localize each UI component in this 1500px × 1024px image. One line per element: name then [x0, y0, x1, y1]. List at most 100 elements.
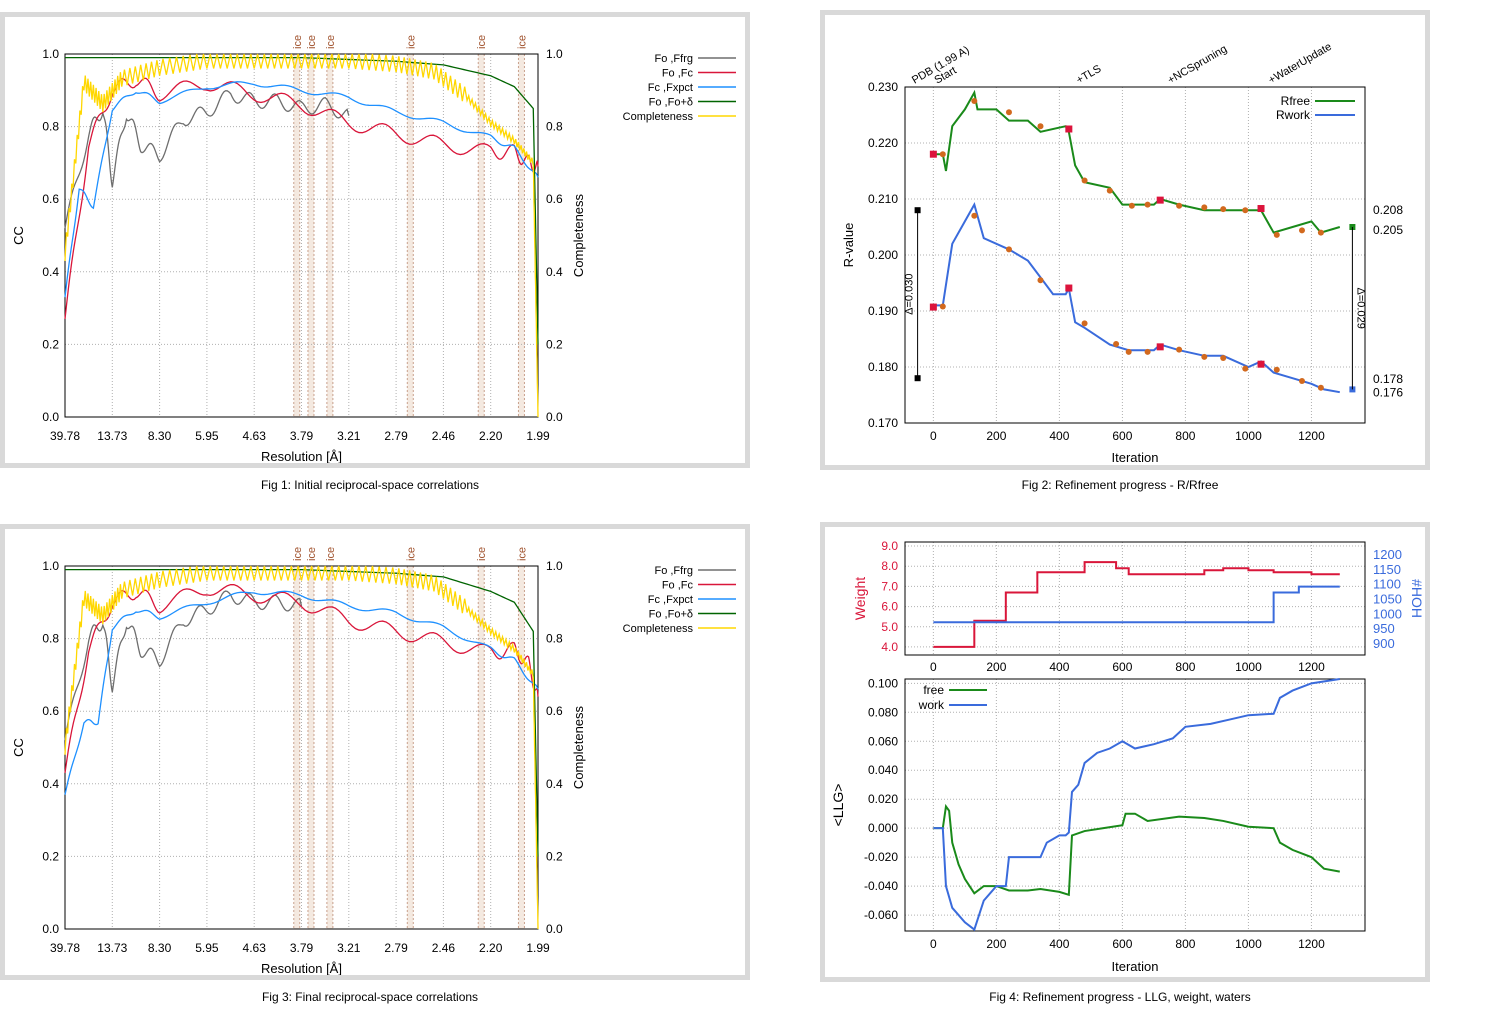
legend-label: Fo ,Ffrg: [654, 53, 693, 65]
series-line-hoh: [933, 585, 1340, 624]
x-tick-label: 800: [1175, 660, 1195, 674]
series-line-rwork: [933, 202, 1340, 394]
x-tick-label: 4.63: [243, 429, 267, 443]
y2-tick-label: 0.4: [546, 265, 563, 279]
x-tick-label: 2.46: [432, 941, 456, 955]
x-tick-label: 3.79: [290, 429, 314, 443]
ice-label: ice: [325, 35, 337, 49]
x-tick-label: 1000: [1235, 660, 1262, 674]
x-tick-label: 1200: [1298, 937, 1325, 951]
y-tick-label: 0.8: [42, 632, 59, 646]
y2-tick-label: 0.8: [546, 120, 563, 134]
y2-tick-label: 1050: [1373, 592, 1402, 607]
marker-point: [1257, 205, 1265, 213]
marker-point: [1176, 202, 1183, 209]
llg-axis-label: <LLG>: [830, 784, 846, 827]
y2-tick-label: 950: [1373, 621, 1395, 636]
ice-band: [478, 566, 485, 929]
fig4-chart: 0 200 400 600 800 1000 1200 4.0 5.0 6.0 7.0 8.0 9.0 9…: [830, 539, 1425, 974]
x-tick-label: 5.95: [195, 941, 219, 955]
y2-tick-label: 0.8: [546, 632, 563, 646]
legend-label: work: [918, 698, 945, 712]
x-axis-label: Iteration: [1112, 450, 1159, 465]
y-tick-label: 0.170: [868, 416, 898, 430]
y-tick-label: 0.6: [42, 192, 59, 206]
y2-tick-label: 0.6: [546, 704, 563, 718]
y-tick-label: 1.0: [42, 47, 59, 61]
y-tick-label: 0.210: [868, 192, 898, 206]
legend-label: Rwork: [1276, 108, 1311, 122]
x-tick-label: 2.79: [384, 429, 408, 443]
annotation-label: +TLS: [1074, 63, 1103, 87]
y-tick-label: 0.4: [42, 777, 59, 791]
y-tick-label: 0.8: [42, 120, 59, 134]
fig2-caption: Fig 2: Refinement progress - R/Rfree: [1021, 478, 1219, 492]
ice-label: ice: [292, 35, 304, 49]
legend-label: Fo ,Ffrg: [654, 565, 693, 577]
marker-point: [1113, 341, 1120, 348]
marker-point: [1005, 246, 1012, 253]
x-tick-label: 1200: [1298, 429, 1325, 443]
fig2-chart: 0 200 400 600 800 1000 1200 0.170 0.180 0.190 0.20…: [841, 41, 1403, 465]
marker-point: [939, 303, 946, 310]
right-value-label: 0.178: [1373, 372, 1403, 386]
marker-point: [1081, 320, 1088, 327]
x-tick-label: 13.73: [97, 429, 127, 443]
y-tick-label: 0.100: [868, 676, 898, 690]
ice-label: ice: [306, 547, 318, 561]
figure-1-panel: ice ice ice ice ice ice 39.78 13.73 8.30 5.95 4.63…: [0, 12, 750, 468]
ice-band: [518, 566, 525, 929]
y2-tick-label: 0.6: [546, 192, 563, 206]
x-tick-label: 39.78: [50, 941, 80, 955]
y-tick-label: 5.0: [881, 620, 898, 634]
x-tick-label: 2.20: [479, 941, 503, 955]
ice-band: [407, 54, 414, 417]
marker-point: [1273, 231, 1280, 238]
series-line-free: [933, 803, 1340, 897]
y-axis-label: R-value: [841, 223, 856, 268]
x-tick-label: 0: [930, 937, 937, 951]
x-tick-label: 4.63: [243, 941, 267, 955]
legend-label: Fo ,Fc: [662, 580, 694, 592]
y-tick-label: 0.4: [42, 265, 59, 279]
marker-point: [1201, 353, 1208, 360]
x-tick-label: 200: [986, 429, 1006, 443]
x-tick-label: 1000: [1235, 937, 1262, 951]
marker-point: [1242, 365, 1249, 372]
series-line-weight: [933, 561, 1340, 648]
x-tick-label: 13.73: [97, 941, 127, 955]
marker-point: [1144, 201, 1151, 208]
x-tick-label: 800: [1175, 937, 1195, 951]
ice-band: [293, 566, 300, 929]
y-tick-label: 0.220: [868, 136, 898, 150]
y2-tick-label: 0.4: [546, 777, 563, 791]
marker-point: [1128, 202, 1135, 209]
x-axis-label: Resolution [Å]: [261, 961, 342, 975]
y-tick-label: 0.2: [42, 337, 59, 351]
y2-tick-label: 0.2: [546, 849, 563, 863]
marker-point: [1125, 348, 1132, 355]
y-tick-label: 8.0: [881, 559, 898, 573]
series-line-fo_ffrg: [64, 90, 350, 229]
y-tick-label: 0.020: [868, 792, 898, 806]
y-tick-label: 0.180: [868, 360, 898, 374]
marker-point: [1005, 109, 1012, 116]
ice-label: ice: [476, 35, 488, 49]
y-tick-label: -0.020: [864, 850, 898, 864]
ice-band: [478, 54, 485, 417]
series-line-completeness: [64, 565, 539, 930]
marker-point: [1176, 346, 1183, 353]
ice-band: [407, 566, 414, 929]
x-tick-label: 2.20: [479, 429, 503, 443]
ice-label: ice: [325, 547, 337, 561]
ice-band: [293, 54, 300, 417]
x-axis-label: Resolution [Å]: [261, 449, 342, 463]
figure-2-panel: 0 200 400 600 800 1000 1200 0.170 0.180 0.190 0.20…: [820, 10, 1430, 470]
x-tick-label: 200: [986, 660, 1006, 674]
marker-point: [1298, 378, 1305, 384]
y-tick-label: 9.0: [881, 539, 898, 553]
ice-label: ice: [292, 547, 304, 561]
x-tick-label: 1.99: [526, 941, 550, 955]
